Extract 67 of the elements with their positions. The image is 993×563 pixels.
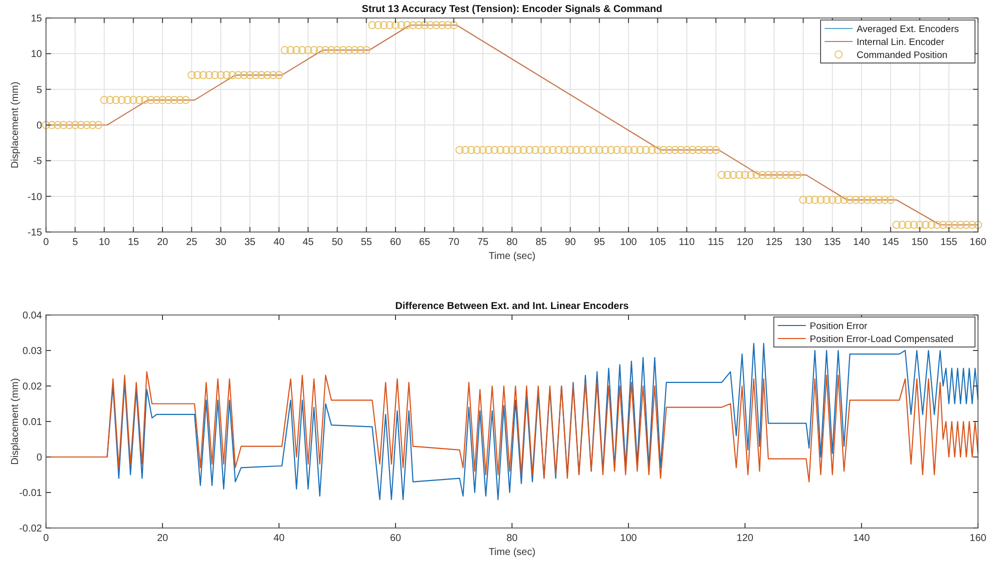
x-tick-label: 140 [853,237,870,248]
x-tick-label: 140 [853,533,870,544]
chart-title: Difference Between Ext. and Int. Linear Encoders [395,301,630,312]
y-tick-label: -5 [33,156,42,168]
y-tick-label: -10 [28,192,42,203]
legend-label: Averaged Ext. Encoders [856,24,960,35]
y-tick-label: 0.04 [22,310,42,322]
x-tick-label: 95 [594,237,606,248]
x-tick-label: 60 [390,237,402,248]
x-tick-label: 85 [536,237,548,248]
x-tick-label: 20 [156,533,168,544]
y-tick-label: -0.02 [19,524,42,534]
y-tick-label: 5 [36,84,42,96]
x-tick-label: 115 [708,237,724,248]
y-tick-label: 0.01 [22,417,42,428]
x-tick-label: 100 [620,533,638,544]
y-tick-label: 15 [30,14,42,24]
y-tick-label: 0 [36,452,42,464]
x-tick-label: 105 [649,237,666,248]
x-tick-label: 110 [678,237,696,248]
x-axis-title: Time (sec) [488,251,536,262]
y-tick-label: -0.01 [19,488,42,499]
x-tick-label: 30 [215,237,227,248]
x-axis-title: Time (sec) [488,547,536,558]
x-tick-label: 135 [824,237,842,248]
legend-label: Internal Lin. Encoder [856,37,944,48]
x-tick-label: 155 [940,237,958,248]
x-tick-label: 50 [332,237,344,248]
legend-label: Position Error [810,321,868,332]
x-tick-label: 5 [72,237,78,248]
x-tick-label: 75 [477,237,489,248]
x-tick-label: 130 [794,237,812,248]
x-tick-label: 100 [620,237,638,248]
y-tick-label: -15 [28,228,42,238]
x-tick-label: 80 [506,237,518,248]
y-tick-label: 0 [36,120,42,132]
chart-title: Strut 13 Accuracy Test (Tension): Encoder Signals & Command [362,4,662,15]
x-tick-label: 10 [98,237,110,248]
legend-label: Position Error-Load Compensated [810,334,954,345]
x-tick-label: 60 [390,533,402,544]
x-tick-label: 55 [360,237,372,248]
x-tick-label: 120 [736,533,754,544]
y-axis-title: Displacement (mm) [10,82,21,168]
x-tick-label: 90 [564,237,576,248]
y-tick-label: 0.03 [22,346,42,357]
x-tick-label: 0 [43,533,50,544]
y-tick-label: 0.02 [22,382,42,392]
x-tick-label: 45 [302,237,314,248]
x-tick-label: 120 [736,237,754,248]
x-tick-label: 125 [766,237,783,248]
x-tick-label: 0 [43,237,50,248]
x-tick-label: 40 [273,533,285,544]
x-tick-label: 15 [128,237,140,248]
legend-label: Commanded Position [856,50,948,61]
x-tick-label: 160 [970,237,987,248]
x-tick-label: 160 [970,533,987,544]
x-tick-label: 40 [273,237,285,248]
x-tick-label: 20 [156,237,168,248]
x-tick-label: 25 [186,237,198,248]
x-tick-label: 145 [882,237,900,248]
x-tick-label: 65 [419,237,431,248]
x-tick-label: 150 [911,237,929,248]
x-tick-label: 80 [506,533,518,544]
x-tick-label: 35 [244,237,256,248]
x-tick-label: 70 [448,237,460,248]
y-axis-title: Displacement (mm) [10,378,21,465]
y-tick-label: 10 [30,49,42,60]
